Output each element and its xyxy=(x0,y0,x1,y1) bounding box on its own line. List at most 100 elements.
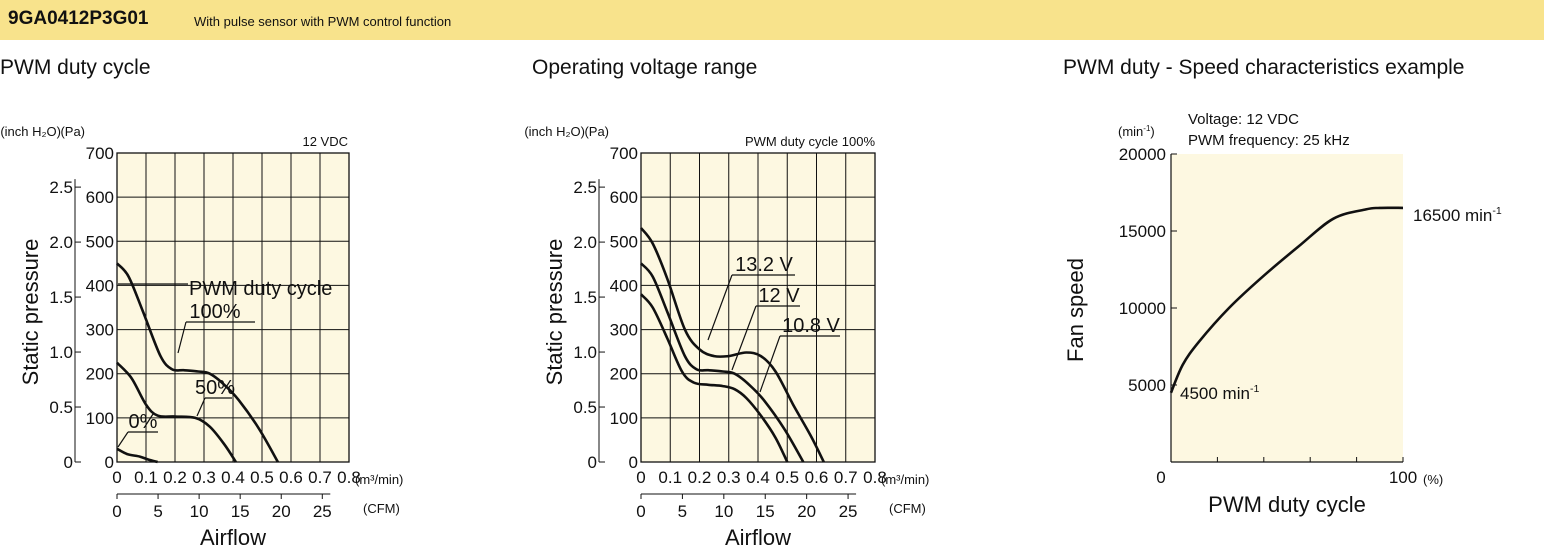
chart1-y-tick-label: 600 xyxy=(86,188,114,207)
chart2-inch-tick-label: 0 xyxy=(588,453,597,472)
chart1-cfm-tick-label: 20 xyxy=(272,502,291,521)
chart2-series-label: 13.2 V xyxy=(735,254,793,276)
chart2-cfm-tick-label: 5 xyxy=(678,502,687,521)
chart1-x-unit-primary: (m³/min) xyxy=(355,472,403,487)
chart2-inch-tick-label: 1.0 xyxy=(573,343,597,362)
chart2-series-line xyxy=(639,227,825,463)
model-header-bar xyxy=(0,0,1544,40)
chart3-y-tick-label: 5000 xyxy=(1128,376,1166,395)
chart2-y-unit-primary: (Pa) xyxy=(584,124,609,139)
chart1-y-axis-title: Static pressure xyxy=(18,239,43,386)
chart2-leader-line xyxy=(707,274,733,341)
chart1-y-tick-label: 0 xyxy=(105,453,114,472)
chart1-series-label: 0% xyxy=(129,411,158,433)
chart1-y-unit-secondary: (inch H₂O) xyxy=(0,124,61,139)
chart3-y-axis-title: Fan speed xyxy=(1063,258,1088,362)
chart3-x-unit: (%) xyxy=(1423,472,1443,487)
chart1-leader-line xyxy=(196,397,206,417)
chart1-x-tick-label: 0.5 xyxy=(250,468,274,487)
chart1-series-label: 100% xyxy=(189,301,240,323)
chart2-y-tick-label: 400 xyxy=(610,276,638,295)
chart1-y-tick-label: 300 xyxy=(86,321,114,340)
chart2-x-axis-title: Airflow xyxy=(725,525,791,550)
chart3-condition-voltage: Voltage: 12 VDC xyxy=(1188,111,1299,128)
chart3-x-axis-title: PWM duty cycle xyxy=(1208,492,1366,517)
chart1-x-tick-label: 0.1 xyxy=(134,468,158,487)
chart2-x-unit-primary: (m³/min) xyxy=(881,472,929,487)
chart1-y-tick-label: 200 xyxy=(86,365,114,384)
chart2-inch-tick-label: 2.5 xyxy=(573,178,597,197)
chart2-x-tick-label: 0.3 xyxy=(717,468,741,487)
chart3-title: PWM duty - Speed characteristics example xyxy=(1063,56,1465,79)
chart1-leader-line xyxy=(117,431,129,448)
chart1-x-tick-label: 0.6 xyxy=(279,468,303,487)
chart2-cfm-tick-label: 25 xyxy=(839,502,858,521)
chart1-y-tick-label: 400 xyxy=(86,276,114,295)
chart1-y-tick-label: 700 xyxy=(86,144,114,163)
chart1-y-unit-primary: (Pa) xyxy=(60,124,85,139)
chart2-x-tick-label: 0.4 xyxy=(746,468,770,487)
chart2-plot-frame xyxy=(640,152,876,463)
chart3-x-tick-label: 100 xyxy=(1389,468,1417,487)
chart3-min-speed-label: 4500 min-1 xyxy=(1180,383,1259,403)
chart1-cfm-tick-label: 10 xyxy=(190,502,209,521)
chart1-cfm-tick-label: 5 xyxy=(153,502,162,521)
chart1-x-tick-label: 0 xyxy=(112,468,121,487)
chart1-inch-tick-label: 1.5 xyxy=(49,288,73,307)
model-description: With pulse sensor with PWM control funct… xyxy=(194,14,452,29)
chart2-x-tick-label: 0.8 xyxy=(863,468,887,487)
chart3-max-speed-label: 16500 min-1 xyxy=(1413,205,1502,225)
chart2-y-tick-label: 200 xyxy=(610,365,638,384)
chart2-x-tick-label: 0.6 xyxy=(805,468,829,487)
chart2-series-line xyxy=(640,262,805,463)
chart2-series-line xyxy=(640,293,789,463)
chart1-cfm-tick-label: 0 xyxy=(112,502,121,521)
chart1-condition-label: 12 VDC xyxy=(302,134,348,149)
chart2-x-tick-label: 0.5 xyxy=(775,468,799,487)
chart2-y-tick-label: 0 xyxy=(629,453,638,472)
chart1-series-label: 50% xyxy=(195,377,235,399)
chart2-x-tick-label: 0.7 xyxy=(834,468,858,487)
chart2-x-tick-label: 0 xyxy=(636,468,645,487)
chart3-y-tick-label: 15000 xyxy=(1119,222,1166,241)
chart2-y-tick-label: 300 xyxy=(610,321,638,340)
chart1-x-tick-label: 0.8 xyxy=(337,468,361,487)
chart1-series-line xyxy=(116,447,158,464)
chart2-y-unit-secondary: (inch H₂O) xyxy=(524,124,585,139)
chart2-y-tick-label: 600 xyxy=(610,188,638,207)
chart2-cfm-tick-label: 20 xyxy=(797,502,816,521)
chart1-inch-tick-label: 0 xyxy=(64,453,73,472)
chart1-series-line xyxy=(116,361,237,463)
chart1-x-tick-label: 0.7 xyxy=(308,468,332,487)
chart2-inch-tick-label: 1.5 xyxy=(573,288,597,307)
chart2-leader-line xyxy=(731,305,757,371)
chart2-inch-tick-label: 0.5 xyxy=(573,398,597,417)
chart1-cfm-tick-label: 15 xyxy=(231,502,250,521)
chart2-cfm-tick-label: 10 xyxy=(714,502,733,521)
chart2-leader-line xyxy=(759,335,781,393)
chart3-condition-frequency: PWM frequency: 25 kHz xyxy=(1188,132,1350,149)
chart3-plot-area xyxy=(1171,154,1403,462)
chart3-y-tick-label: 10000 xyxy=(1119,299,1166,318)
chart2-cfm-tick-label: 0 xyxy=(636,502,645,521)
chart1-inch-tick-label: 1.0 xyxy=(49,343,73,362)
chart2-series-label: 12 V xyxy=(758,285,800,307)
chart1-x-tick-label: 0.4 xyxy=(221,468,245,487)
chart1-inch-tick-label: 2.5 xyxy=(49,178,73,197)
chart2-x-tick-label: 0.1 xyxy=(658,468,682,487)
chart2-condition-label: PWM duty cycle 100% xyxy=(745,134,875,149)
chart2-x-unit-secondary: (CFM) xyxy=(889,501,926,516)
chart1-leader-line xyxy=(177,321,187,354)
chart2-y-tick-label: 700 xyxy=(610,144,638,163)
model-number: 9GA0412P3G01 xyxy=(8,8,149,29)
chart1-y-tick-label: 100 xyxy=(86,409,114,428)
chart1-x-tick-label: 0.3 xyxy=(192,468,216,487)
chart1-series-line xyxy=(116,262,280,463)
chart1-inch-tick-label: 2.0 xyxy=(49,233,73,252)
chart2-y-tick-label: 100 xyxy=(610,409,638,428)
chart3-y-tick-label: 20000 xyxy=(1119,145,1166,164)
chart1-title: PWM duty cycle xyxy=(0,56,151,79)
chart3-speed-line xyxy=(1169,206,1404,394)
chart1-x-unit-secondary: (CFM) xyxy=(363,501,400,516)
